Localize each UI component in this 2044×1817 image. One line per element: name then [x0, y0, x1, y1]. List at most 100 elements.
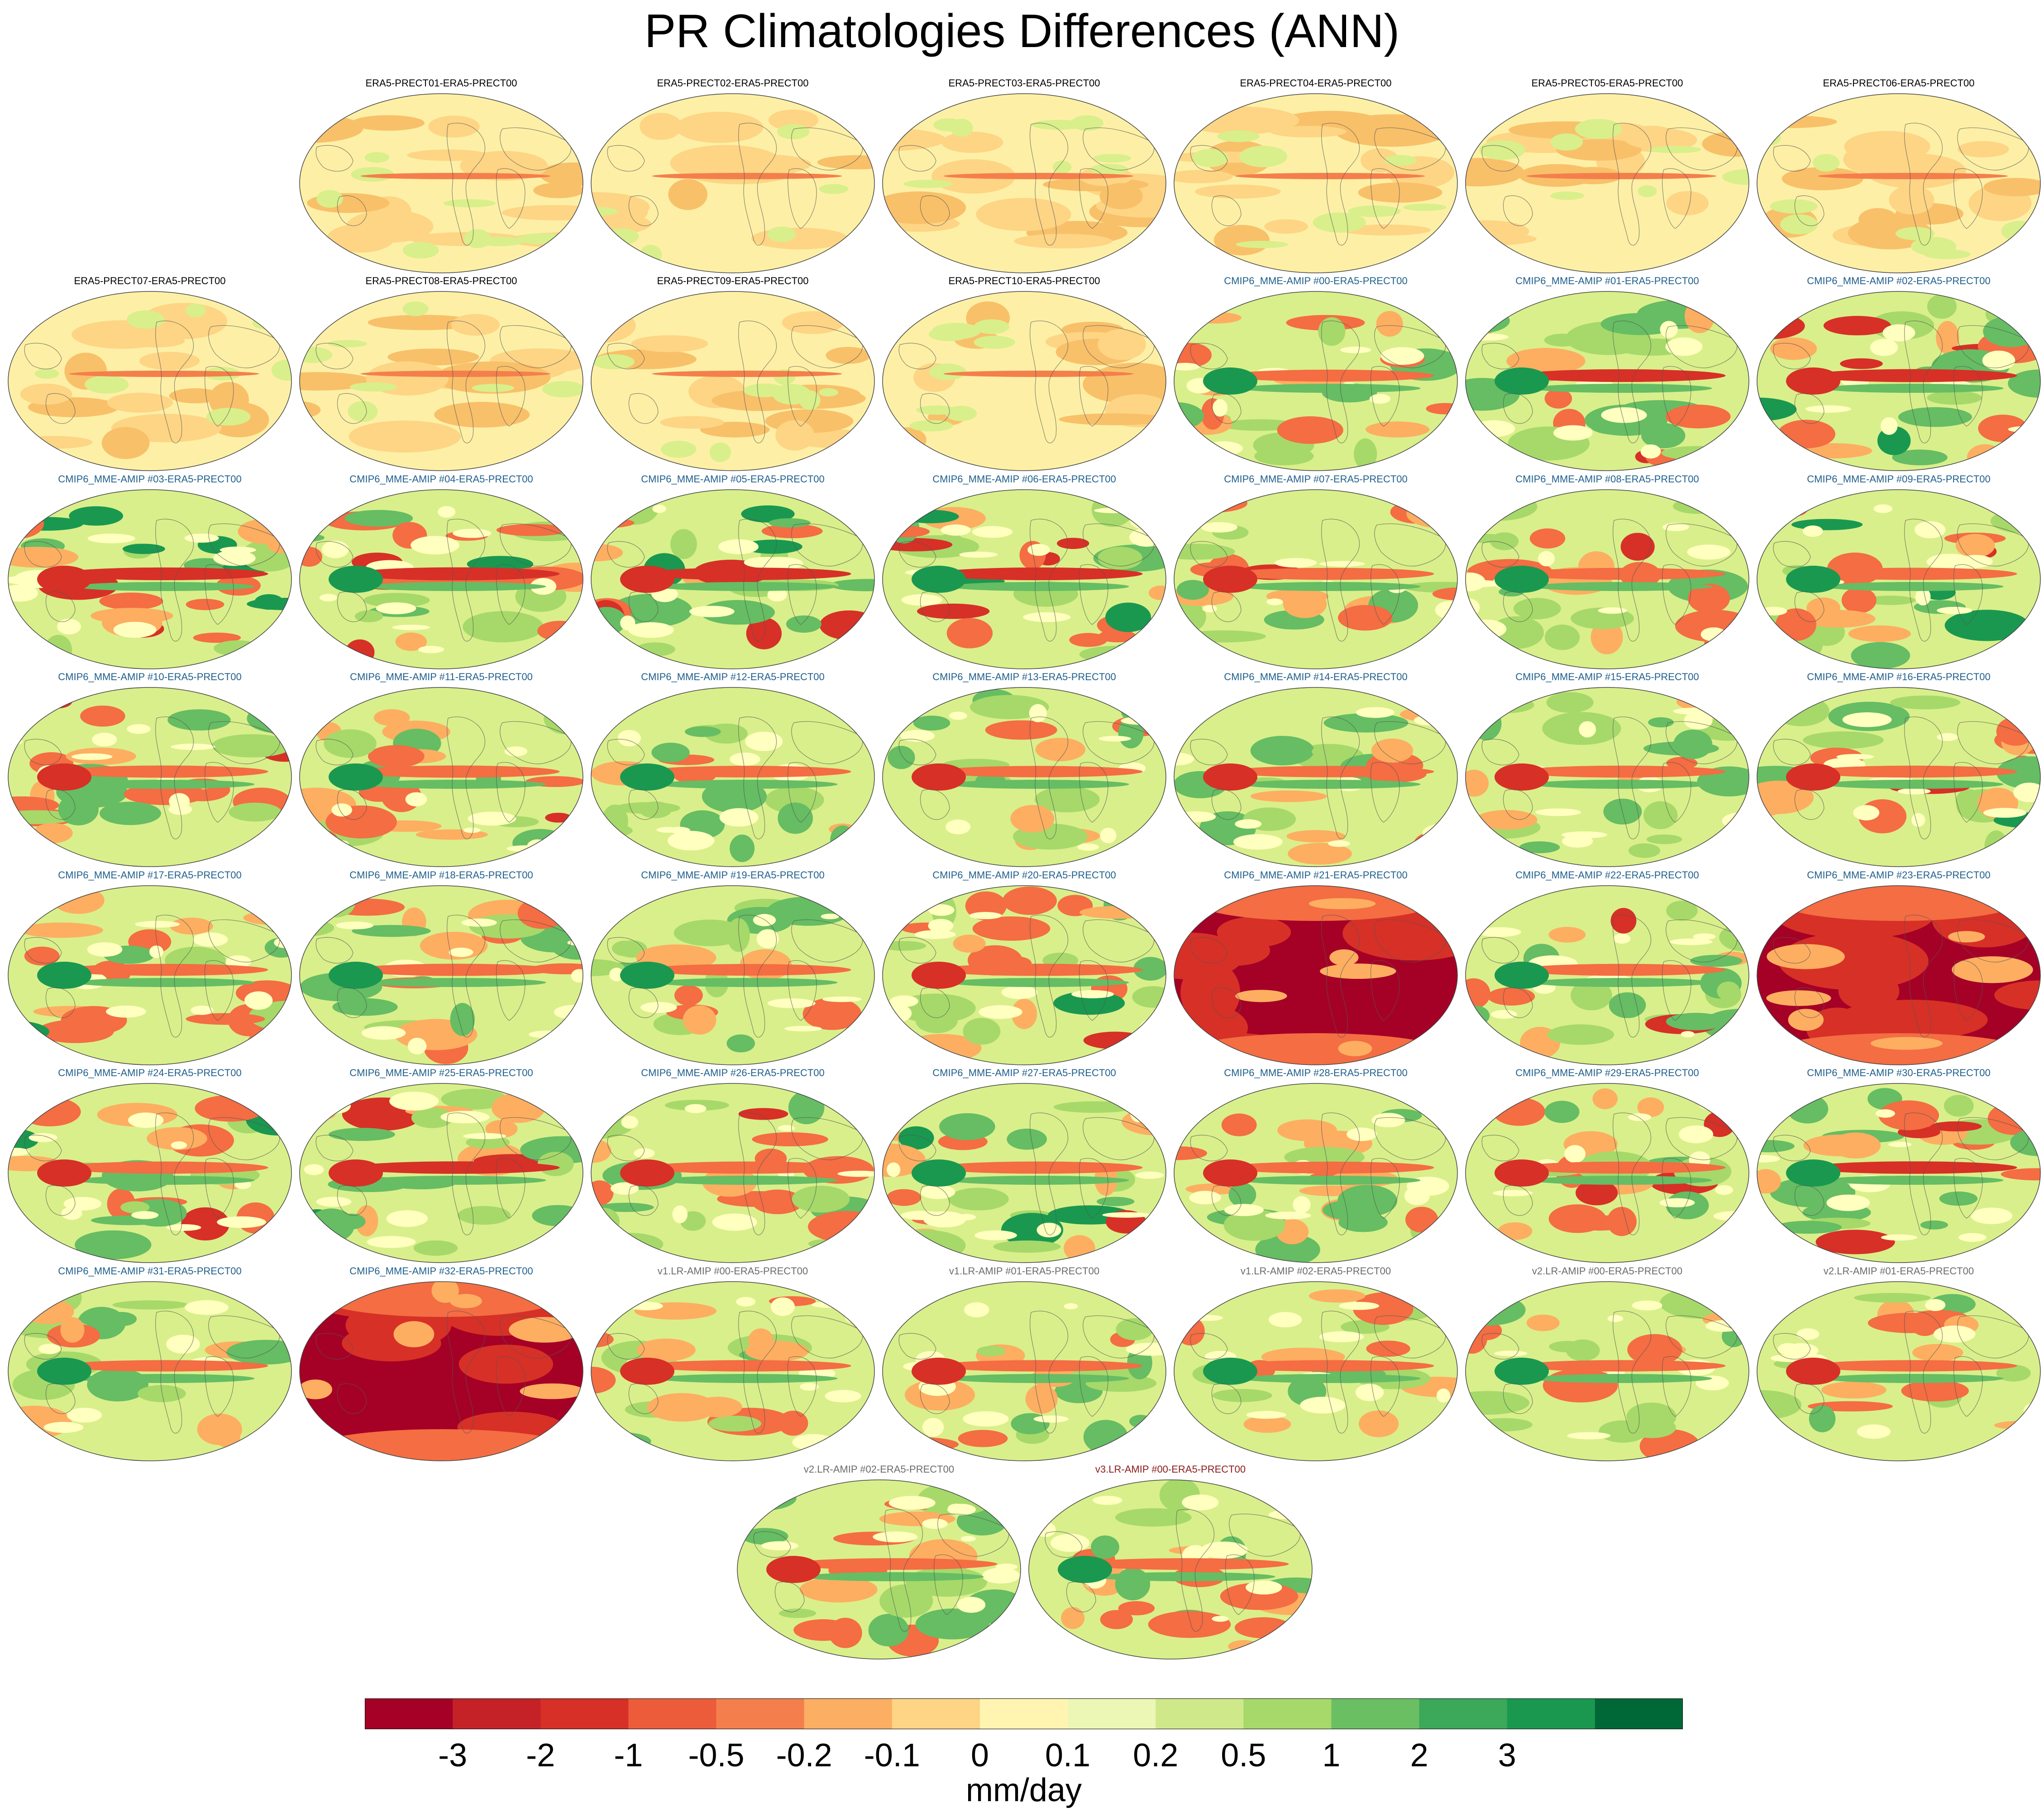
coastline	[898, 1333, 936, 1359]
bias-patch	[591, 1422, 623, 1445]
bias-patch	[741, 505, 795, 523]
bias-patch	[167, 709, 231, 731]
panel-title: CMIP6_MME-AMIP #16-ERA5-PRECT00	[1807, 671, 1991, 682]
coastline	[496, 960, 525, 1021]
map-border	[299, 93, 583, 273]
world-map	[8, 291, 292, 471]
bias-patch	[1186, 1099, 1226, 1106]
coastline	[607, 937, 645, 963]
bias-patch	[1064, 1303, 1078, 1310]
coastline	[1957, 1315, 2029, 1359]
bias-patch	[396, 1216, 423, 1226]
coastline	[898, 1135, 936, 1161]
bias-patch	[786, 615, 821, 633]
bias-patch	[1767, 944, 1845, 969]
bias-patch	[1079, 645, 1157, 663]
bias-patch	[920, 1185, 955, 1199]
bias-patch	[504, 746, 528, 757]
bias-patch	[609, 968, 624, 982]
coastline	[1613, 915, 1652, 1038]
bias-patch	[348, 401, 378, 422]
itcz-band	[1531, 780, 1712, 789]
bias-patch	[2019, 297, 2040, 315]
bias-patch	[1203, 367, 1257, 395]
bias-patch	[1371, 1112, 1405, 1128]
coastline	[315, 1333, 353, 1359]
bias-patch	[418, 646, 444, 653]
bias-patch	[1841, 587, 1877, 614]
bias-patch	[211, 734, 291, 758]
bias-patch	[317, 889, 355, 918]
itcz-band	[1531, 582, 1712, 591]
map-border	[8, 1281, 292, 1461]
coastline	[920, 1383, 950, 1414]
bias-patch	[1014, 234, 1113, 249]
bias-patch	[1550, 133, 1583, 151]
panel-title: CMIP6_MME-AMIP #28-ERA5-PRECT00	[1224, 1067, 1408, 1078]
world-map	[1465, 1281, 1749, 1461]
map-panel: CMIP6_MME-AMIP #09-ERA5-PRECT00	[1756, 473, 2041, 670]
bias-patch	[1659, 1198, 1695, 1207]
itcz-band	[1531, 978, 1712, 987]
map-border	[882, 1083, 1166, 1263]
bias-patch	[1174, 831, 1194, 844]
bias-patch	[802, 997, 862, 1030]
coastline	[500, 1117, 572, 1160]
bias-patch	[1380, 347, 1424, 365]
panel-title: ERA5-PRECT10-ERA5-PRECT00	[948, 275, 1100, 286]
bias-patch	[1476, 810, 1538, 830]
map-border	[882, 687, 1166, 867]
coastline	[337, 1185, 367, 1216]
bias-patch	[262, 1427, 291, 1446]
coastline	[753, 1531, 791, 1558]
bias-patch	[329, 962, 383, 989]
bias-patch	[1958, 1233, 1987, 1242]
bias-patch	[595, 1233, 664, 1256]
bias-patch	[660, 416, 724, 429]
map-panel: ERA5-PRECT04-ERA5-PRECT00	[1173, 77, 1458, 274]
itcz-band	[1822, 384, 2004, 393]
bias-patch	[1870, 339, 1898, 356]
map-panel: ERA5-PRECT03-ERA5-PRECT00	[882, 77, 1167, 274]
bias-patch	[225, 955, 251, 968]
bias-patch	[1996, 716, 2035, 746]
bias-patch	[1780, 214, 1818, 235]
bias-patch	[475, 236, 524, 247]
colorbar	[365, 1698, 1683, 1729]
bias-patch	[808, 1239, 849, 1249]
bias-patch	[1955, 534, 1995, 558]
coastline	[1045, 1531, 1083, 1558]
map-border	[882, 291, 1166, 471]
bias-patch	[1347, 1127, 1377, 1141]
bias-patch	[43, 695, 72, 709]
map-panel: v2.LR-AMIP #00-ERA5-PRECT00	[1465, 1265, 1750, 1462]
world-map	[8, 885, 292, 1065]
bias-patch	[441, 1088, 508, 1110]
map-panel: CMIP6_MME-AMIP #00-ERA5-PRECT00	[1173, 275, 1458, 472]
bias-patch	[1098, 329, 1146, 360]
map-border	[8, 489, 292, 669]
itcz-band	[643, 1360, 851, 1372]
panel-title: ERA5-PRECT01-ERA5-PRECT00	[365, 77, 517, 89]
bias-patch	[631, 335, 708, 353]
map-panel: CMIP6_MME-AMIP #28-ERA5-PRECT00	[1173, 1067, 1458, 1264]
bias-patch	[181, 1207, 230, 1241]
itcz-band	[948, 1176, 1129, 1185]
coastline	[1662, 366, 1691, 427]
coastline	[1374, 127, 1446, 171]
coastline	[791, 325, 863, 368]
bias-patch	[99, 592, 163, 610]
bias-patch	[1690, 954, 1743, 967]
bias-patch	[496, 524, 568, 536]
bias-patch	[730, 835, 755, 862]
bias-patch	[1176, 580, 1209, 600]
panel-title: CMIP6_MME-AMIP #24-ERA5-PRECT00	[58, 1067, 242, 1078]
map-panel: v1.LR-AMIP #00-ERA5-PRECT00	[590, 1265, 875, 1462]
coastline	[1666, 721, 1738, 764]
bias-patch	[1093, 1496, 1122, 1505]
itcz-band	[789, 1558, 998, 1570]
bias-patch	[640, 113, 682, 140]
bias-patch	[912, 763, 966, 791]
bias-patch	[1777, 420, 1835, 448]
